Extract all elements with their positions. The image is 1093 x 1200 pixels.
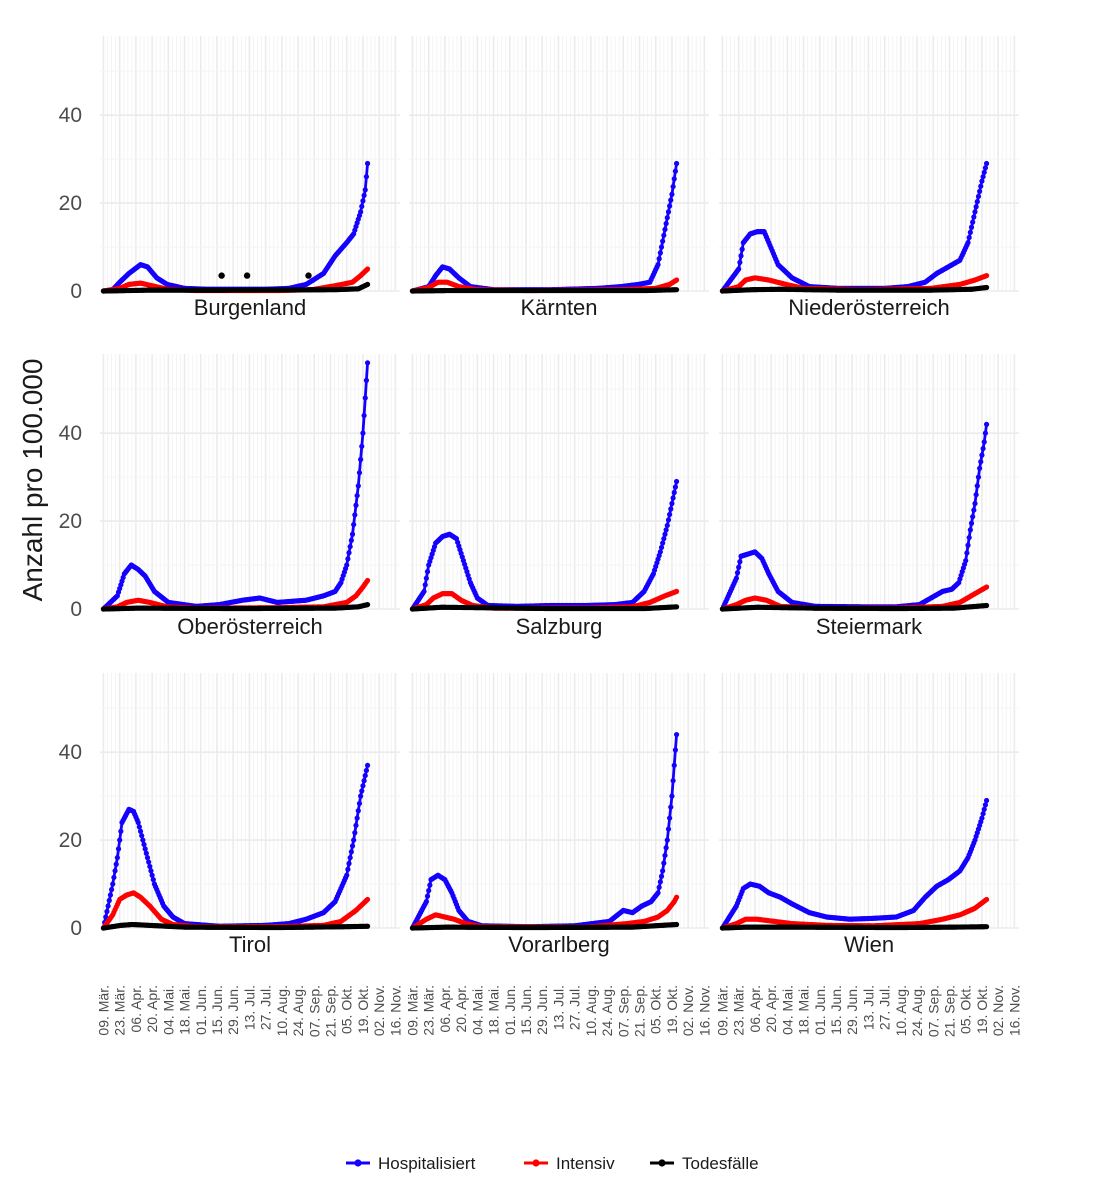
smooth-line <box>103 283 369 293</box>
outlier-point <box>305 272 312 279</box>
panel-grid <box>100 673 400 929</box>
panel-niederoesterreich: Niederösterreich <box>719 36 1019 320</box>
smooth-line <box>411 481 678 610</box>
panel-salzburg: Salzburg <box>409 354 709 639</box>
smooth-line <box>721 424 988 610</box>
facet-label: Salzburg <box>516 614 603 639</box>
smooth-line <box>412 163 678 293</box>
y-tick-label: 20 <box>59 829 82 852</box>
smooth-line <box>721 163 988 292</box>
y-tick-label: 0 <box>70 917 82 940</box>
smooth-line <box>103 163 369 293</box>
panel-grid <box>100 354 400 610</box>
panel-kaernten: Kärnten <box>409 36 709 320</box>
outlier-point <box>243 272 251 279</box>
panel-grid <box>100 36 400 292</box>
y-tick-label: 0 <box>70 598 82 621</box>
y-axis-label: Anzahl pro 100.000 <box>17 359 48 602</box>
series-todesfaelle <box>100 281 371 294</box>
panel-grid <box>409 354 709 610</box>
y-tick-label: 20 <box>59 510 82 533</box>
facet-label: Burgenland <box>194 295 307 320</box>
panel-burgenland: 0 20 40 Burgenland <box>59 36 400 320</box>
series-todesfaelle <box>409 287 680 294</box>
panel-oberoesterreich: 0 20 40 Oberösterreich <box>59 354 400 639</box>
panel-grid <box>719 354 1019 610</box>
panel-grid <box>719 36 1019 292</box>
facet-label: Steiermark <box>816 614 923 639</box>
facet-label: Niederösterreich <box>788 295 949 320</box>
panels-layer: 0 20 40 Burgenland Kärnten Niederösterreich 0 2… <box>59 36 1022 1037</box>
y-tick-label: 40 <box>59 104 82 127</box>
smooth-line <box>412 288 677 293</box>
facet-label: Kärnten <box>520 295 597 320</box>
y-tick-label: 40 <box>59 422 82 445</box>
facet-label: Oberösterreich <box>177 614 323 639</box>
y-tick-label: 0 <box>70 280 82 303</box>
y-tick-label: 40 <box>59 741 82 764</box>
outlier-point <box>218 272 225 279</box>
panel-steiermark: Steiermark <box>719 354 1019 639</box>
y-tick-label: 20 <box>59 192 82 215</box>
panel-grid <box>409 36 709 292</box>
